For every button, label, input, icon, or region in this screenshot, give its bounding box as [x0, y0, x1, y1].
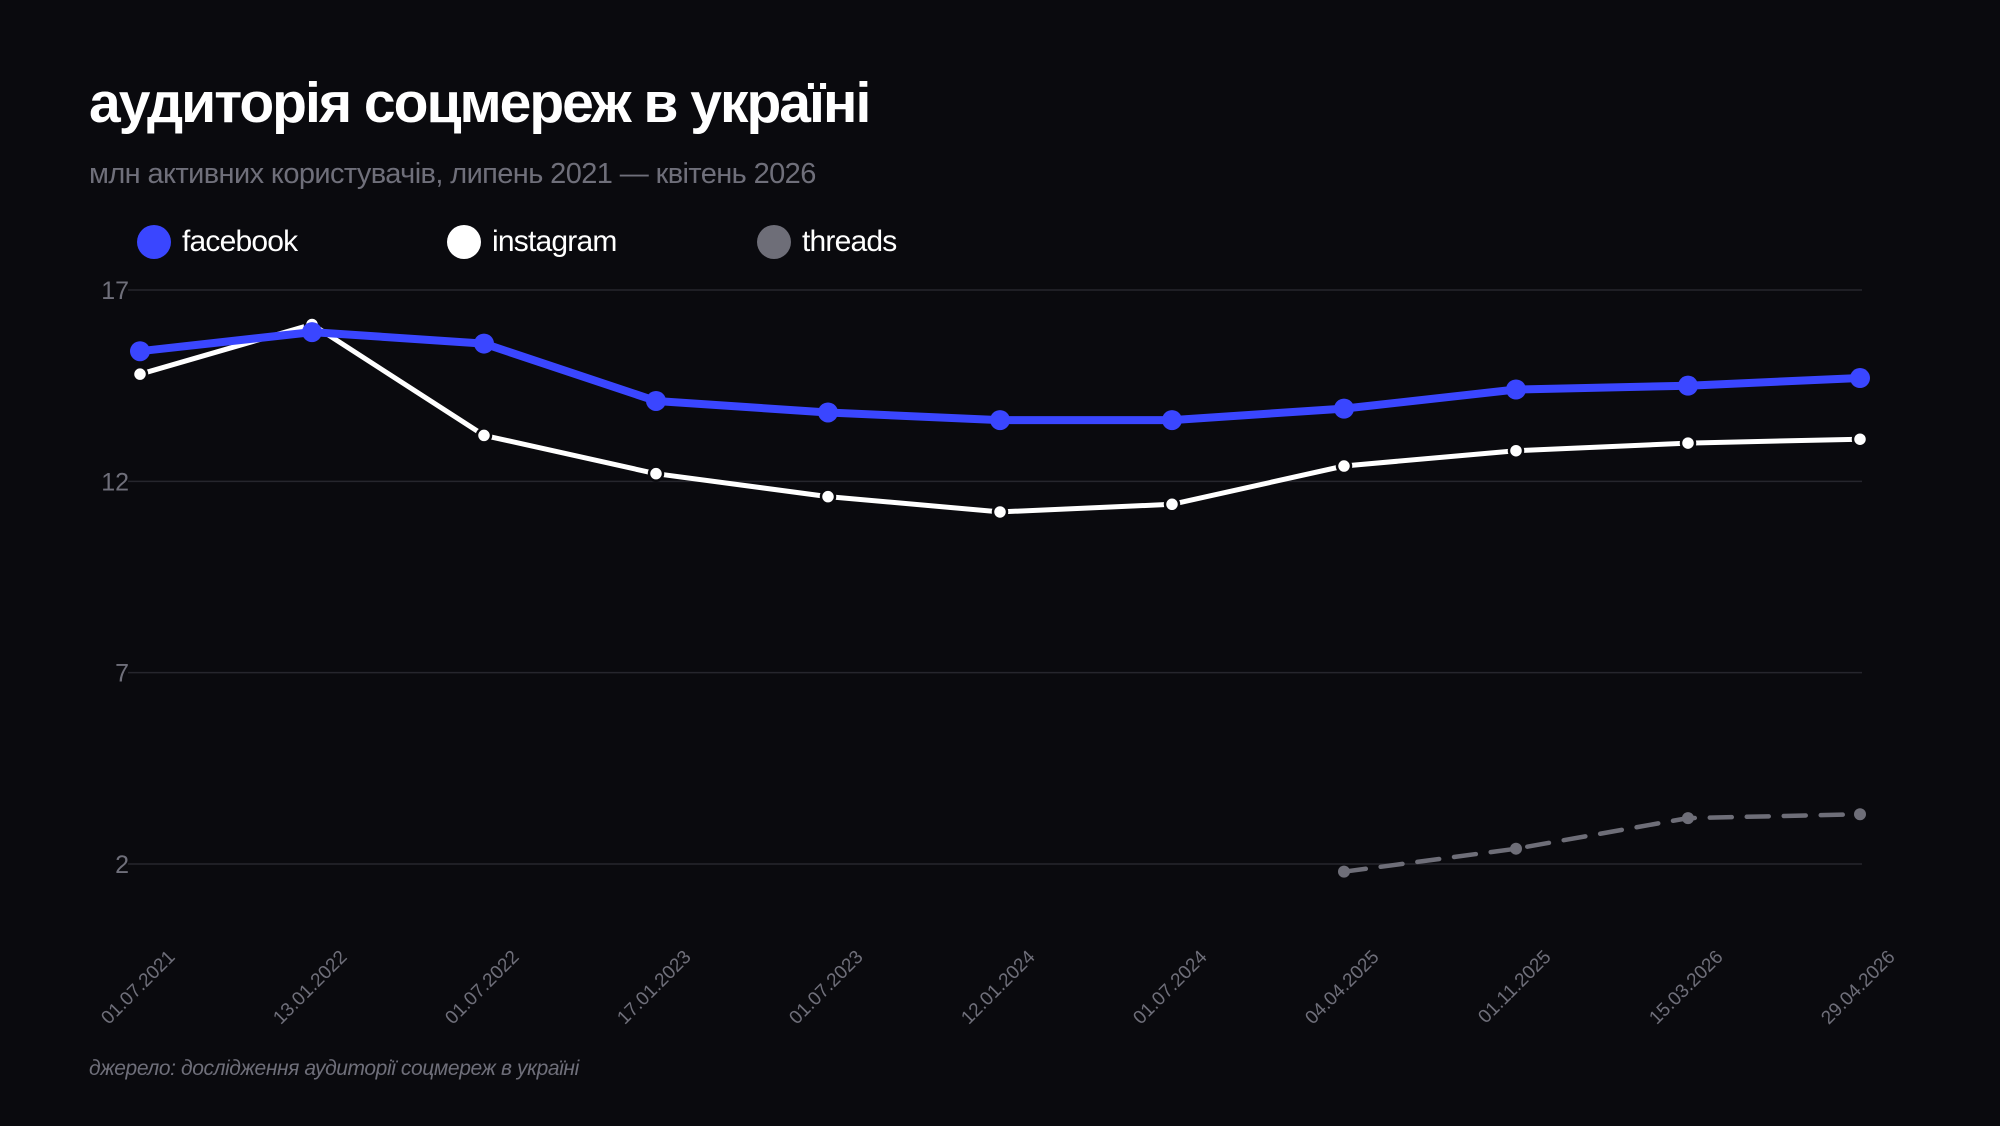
data-point-facebook-0 — [130, 341, 150, 362]
x-tick-label-10: 29.04.2026 — [1817, 947, 1899, 1029]
data-point-threads-8 — [1510, 842, 1522, 855]
x-tick-label-7: 04.04.2025 — [1301, 947, 1383, 1029]
data-point-facebook-5 — [990, 410, 1010, 431]
data-point-instagram-8 — [1507, 442, 1525, 459]
legend: facebook instagram threads — [137, 222, 1037, 262]
data-point-facebook-2 — [474, 333, 494, 354]
x-tick-label-1: 13.01.2022 — [269, 947, 351, 1029]
x-tick-label-9: 15.03.2026 — [1645, 947, 1727, 1029]
legend-dot-threads — [757, 225, 791, 259]
x-tick-label-4: 01.07.2023 — [785, 947, 867, 1029]
data-point-facebook-3 — [646, 390, 666, 411]
x-tick-label-2: 01.07.2022 — [441, 947, 523, 1029]
x-tick-label-5: 12.01.2024 — [957, 946, 1039, 1028]
legend-label-instagram: instagram — [492, 225, 617, 258]
data-point-instagram-7 — [1335, 457, 1353, 475]
data-point-instagram-4 — [819, 488, 837, 505]
data-point-instagram-6 — [1163, 496, 1181, 513]
legend-item-instagram: instagram — [447, 222, 617, 262]
data-point-facebook-10 — [1850, 368, 1870, 389]
x-tick-label-6: 01.07.2024 — [1129, 946, 1211, 1028]
data-point-threads-7 — [1338, 865, 1350, 878]
series-line-threads — [1341, 812, 1863, 874]
legend-dot-facebook — [137, 225, 171, 259]
data-point-facebook-6 — [1162, 410, 1182, 431]
legend-label-threads: threads — [802, 225, 897, 258]
y-tick-label-2: 2 — [115, 851, 129, 879]
data-point-instagram-9 — [1679, 434, 1697, 452]
legend-dot-instagram — [447, 225, 481, 259]
x-tick-label-0: 01.07.2021 — [97, 947, 179, 1029]
series-line-facebook — [136, 328, 1864, 425]
data-point-threads-9 — [1682, 812, 1694, 825]
legend-item-threads: threads — [757, 222, 897, 262]
data-point-facebook-9 — [1678, 375, 1698, 396]
legend-item-facebook: facebook — [137, 222, 298, 262]
x-tick-label-3: 17.01.2023 — [613, 947, 695, 1029]
data-point-instagram-3 — [647, 465, 665, 482]
chart-title: аудиторія соцмереж в україні — [89, 71, 871, 135]
y-tick-label-12: 12 — [101, 468, 129, 496]
legend-label-facebook: facebook — [182, 225, 298, 258]
data-point-facebook-7 — [1334, 398, 1354, 419]
data-point-facebook-4 — [818, 402, 838, 423]
source-note: джерело: дослідження аудиторії соцмереж … — [89, 1057, 579, 1080]
x-tick-label-8: 01.11.2025 — [1474, 947, 1555, 1028]
data-point-instagram-10 — [1851, 430, 1869, 448]
chart-subtitle: млн активних користувачів, липень 2021 —… — [89, 158, 816, 190]
data-point-facebook-8 — [1506, 379, 1526, 400]
data-point-instagram-2 — [475, 427, 493, 444]
data-point-instagram-0 — [131, 365, 149, 383]
data-point-threads-10 — [1854, 808, 1866, 821]
data-point-facebook-1 — [302, 322, 322, 343]
y-tick-label-17: 17 — [101, 277, 129, 305]
data-point-instagram-5 — [991, 503, 1009, 521]
y-tick-label-7: 7 — [115, 660, 129, 688]
